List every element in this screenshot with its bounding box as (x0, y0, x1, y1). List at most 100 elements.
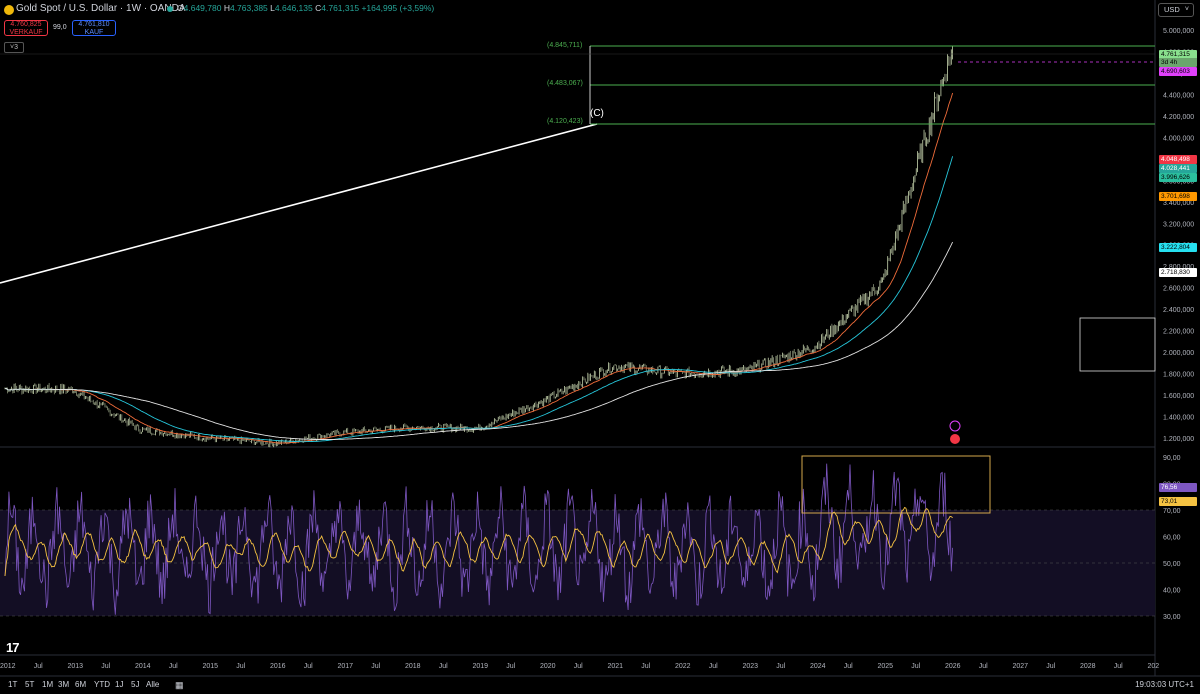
price-axis-label: 3.200,000 (1163, 221, 1194, 228)
time-axis-label: Jul (574, 663, 583, 670)
chevron-down-icon: ˅ (10, 44, 15, 51)
price-axis-label: 4.400,000 (1163, 92, 1194, 99)
market-status-icon (167, 6, 173, 12)
range-button-3m[interactable]: 3M (58, 680, 70, 689)
price-tag: 3.701,698 (1159, 192, 1197, 201)
legend-header: Gold Spot / U.S. Dollar · 1W · OANDA O4.… (0, 0, 1155, 40)
range-button-ytd[interactable]: YTD (94, 680, 110, 689)
price-axis-label: 3.400,000 (1163, 200, 1194, 207)
range-button-5t[interactable]: 5T (25, 680, 35, 689)
bottom-toolbar: 1T 5T 1M 3M 6M YTD 1J 5J Alle ▦ 19:03:03 UTC+1 (0, 676, 1200, 694)
range-button-5j[interactable]: 5J (131, 680, 140, 689)
price-axis-label: 1.800,000 (1163, 372, 1194, 379)
time-axis-label: 2020 (540, 663, 556, 670)
sell-label: VERKAUF (9, 29, 43, 36)
low-label: L (270, 3, 275, 13)
time-axis-label: 2027 (1013, 663, 1029, 670)
time-axis-label: Jul (911, 663, 920, 670)
price-axis-label: 2.000,000 (1163, 350, 1194, 357)
price-tag: 4.048,498 (1159, 155, 1197, 164)
time-axis-label: Jul (34, 663, 43, 670)
price-tag: 2.718,830 (1159, 268, 1197, 277)
rsi-highlight-box[interactable] (801, 455, 991, 514)
time-axis-label: Jul (641, 663, 650, 670)
price-tag: 4.761,315 (1159, 50, 1197, 59)
time-axis-label: 2028 (1080, 663, 1096, 670)
price-tag: 3d 4h (1159, 58, 1197, 67)
spread-value: 99,0 (53, 24, 67, 31)
rsi-axis-label: 40,00 (1163, 588, 1181, 595)
price-axis-label: 5.000,000 (1163, 28, 1194, 35)
change-value: +164,995 (+3,59%) (361, 3, 435, 13)
price-axis-label: 1.200,000 (1163, 436, 1194, 443)
moving-average-line (4, 92, 954, 444)
price-axis-label: 1.600,000 (1163, 393, 1194, 400)
buy-button[interactable]: 4.761,810 KAUF (72, 20, 116, 36)
time-axis-label: 2024 (810, 663, 826, 670)
time-axis-label: 2014 (135, 663, 151, 670)
rsi-tag: 76,56 (1159, 483, 1197, 492)
price-axis-label: 2.400,000 (1163, 307, 1194, 314)
time-axis-label: Jul (776, 663, 785, 670)
time-axis-label: Jul (439, 663, 448, 670)
gold-symbol-icon (4, 5, 14, 15)
rsi-axis-label: 90,00 (1163, 455, 1181, 462)
range-button-1m[interactable]: 1M (42, 680, 54, 689)
time-axis-label: Jul (979, 663, 988, 670)
calendar-icon[interactable]: ▦ (175, 680, 184, 690)
trend-line[interactable] (0, 123, 598, 284)
moving-average-line (4, 241, 954, 440)
range-button-1t[interactable]: 1T (8, 680, 18, 689)
price-axis-label: 2.800,000 (1163, 264, 1194, 271)
rsi-axis-label: 30,00 (1163, 614, 1181, 621)
low-value: 4.646,135 (274, 3, 313, 13)
rsi-axis-label: 70,00 (1163, 508, 1181, 515)
symbol-title[interactable]: Gold Spot / U.S. Dollar · 1W · OANDA (16, 3, 186, 14)
range-button-6m[interactable]: 6M (75, 680, 87, 689)
time-axis-label: 2021 (608, 663, 624, 670)
time-axis-label: Jul (169, 663, 178, 670)
range-box[interactable] (1079, 317, 1156, 372)
time-axis-label: 2013 (68, 663, 84, 670)
time-axis-label: 2012 (0, 663, 16, 670)
high-label: H (223, 3, 230, 13)
time-axis-label: Jul (371, 663, 380, 670)
open-label: O (177, 3, 184, 13)
fib-label-1: (4.845,711) (547, 42, 583, 49)
range-button-1j[interactable]: 1J (115, 680, 124, 689)
close-label: C (315, 3, 322, 13)
rsi-axis-label: 60,00 (1163, 535, 1181, 542)
price-axis-label: 4.200,000 (1163, 114, 1194, 121)
indicator-collapse-button[interactable]: ˅3 (4, 42, 24, 53)
rsi-tag: 73,01 (1159, 497, 1197, 506)
buy-price: 4.761,810 (78, 21, 110, 28)
event-icon[interactable] (949, 420, 961, 432)
wave-label: (C) (590, 108, 604, 119)
price-axis-label: 2.200,000 (1163, 329, 1194, 336)
sell-button[interactable]: 4.760,825 VERKAUF (4, 20, 48, 36)
price-tag: 4.028,441 (1159, 164, 1197, 173)
tradingview-logo: 17 (6, 640, 20, 655)
price-axis-label: 1.400,000 (1163, 415, 1194, 422)
open-value: 4.649,780 (183, 3, 222, 13)
fib-label-2: (4.483,067) (547, 80, 583, 87)
flag-icon[interactable] (950, 434, 960, 444)
chevron-down-icon: ˅ (1184, 6, 1189, 13)
rsi-axis-label: 50,00 (1163, 561, 1181, 568)
time-axis-label: Jul (506, 663, 515, 670)
time-axis-label: 2019 (473, 663, 489, 670)
close-value: 4.761,315 (321, 3, 360, 13)
buy-label: KAUF (84, 29, 104, 36)
range-button-alle[interactable]: Alle (146, 680, 160, 689)
collapse-count: 3 (14, 44, 18, 51)
rsi-ma-line (4, 506, 953, 577)
price-tag: 3.996,626 (1159, 173, 1197, 182)
clock[interactable]: 19:03:03 UTC+1 (1135, 680, 1194, 689)
time-axis-label: 2023 (743, 663, 759, 670)
time-axis-label: Jul (304, 663, 313, 670)
high-value: 4.763,385 (229, 3, 268, 13)
price-tag: 3.222,804 (1159, 243, 1197, 252)
currency-select[interactable]: USD ˅ (1158, 3, 1194, 17)
